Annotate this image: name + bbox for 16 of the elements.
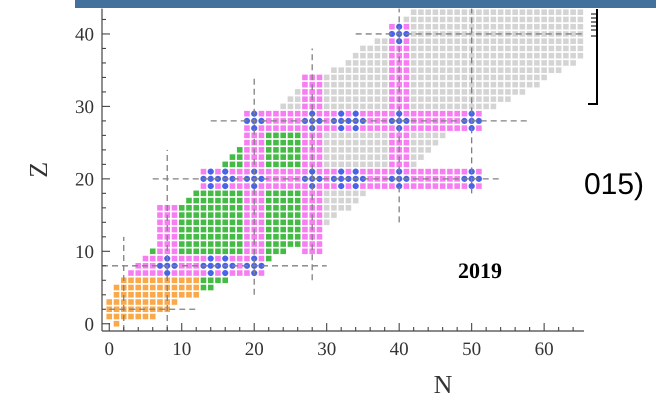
x-tick-label: 30 <box>317 339 336 360</box>
y-tick-label: 30 <box>75 97 94 118</box>
y-tick-label: 20 <box>75 170 94 191</box>
x-tick-label: 50 <box>462 339 482 360</box>
text: 015) <box>584 168 644 201</box>
x-tick-label: 0 <box>104 339 114 360</box>
x-tick-label: 10 <box>172 339 192 360</box>
annotation: 2019 <box>458 258 502 283</box>
y-tick-label: 10 <box>75 242 94 263</box>
x-tick-label: 20 <box>244 339 264 360</box>
x-axis-title: N <box>434 370 453 399</box>
y-tick-label: 40 <box>75 24 94 46</box>
x-tick-label: 60 <box>534 339 554 360</box>
y-tick-label: 0 <box>84 314 94 336</box>
x-tick-label: 40 <box>390 339 409 360</box>
y-axis-title: Z <box>24 162 54 178</box>
